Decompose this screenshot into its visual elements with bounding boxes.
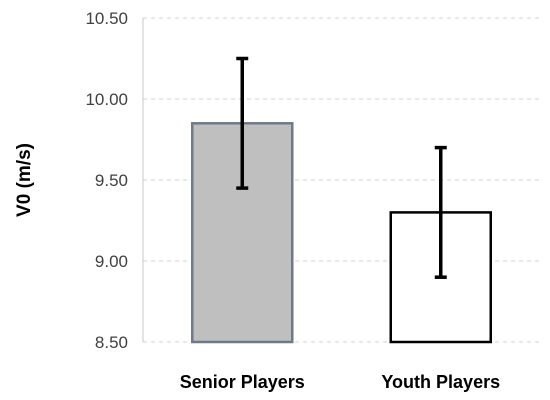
y-tick-label: 10.00 [85,90,128,109]
category-label: Youth Players [381,372,500,392]
y-tick-label: 9.00 [95,252,128,271]
y-tick-label: 9.50 [95,171,128,190]
y-tick-label: 8.50 [95,333,128,352]
y-axis-title: V0 (m/s) [14,143,35,217]
y-tick-labels: 8.50 9.00 9.50 10.00 10.50 [85,9,128,352]
bars [191,122,492,344]
error-bar [434,145,447,279]
category-label: Senior Players [180,372,305,392]
error-bar [236,56,249,190]
category-labels: Senior Players Youth Players [180,372,500,392]
error-bars [236,56,447,279]
y-tick-label: 10.50 [85,9,128,28]
